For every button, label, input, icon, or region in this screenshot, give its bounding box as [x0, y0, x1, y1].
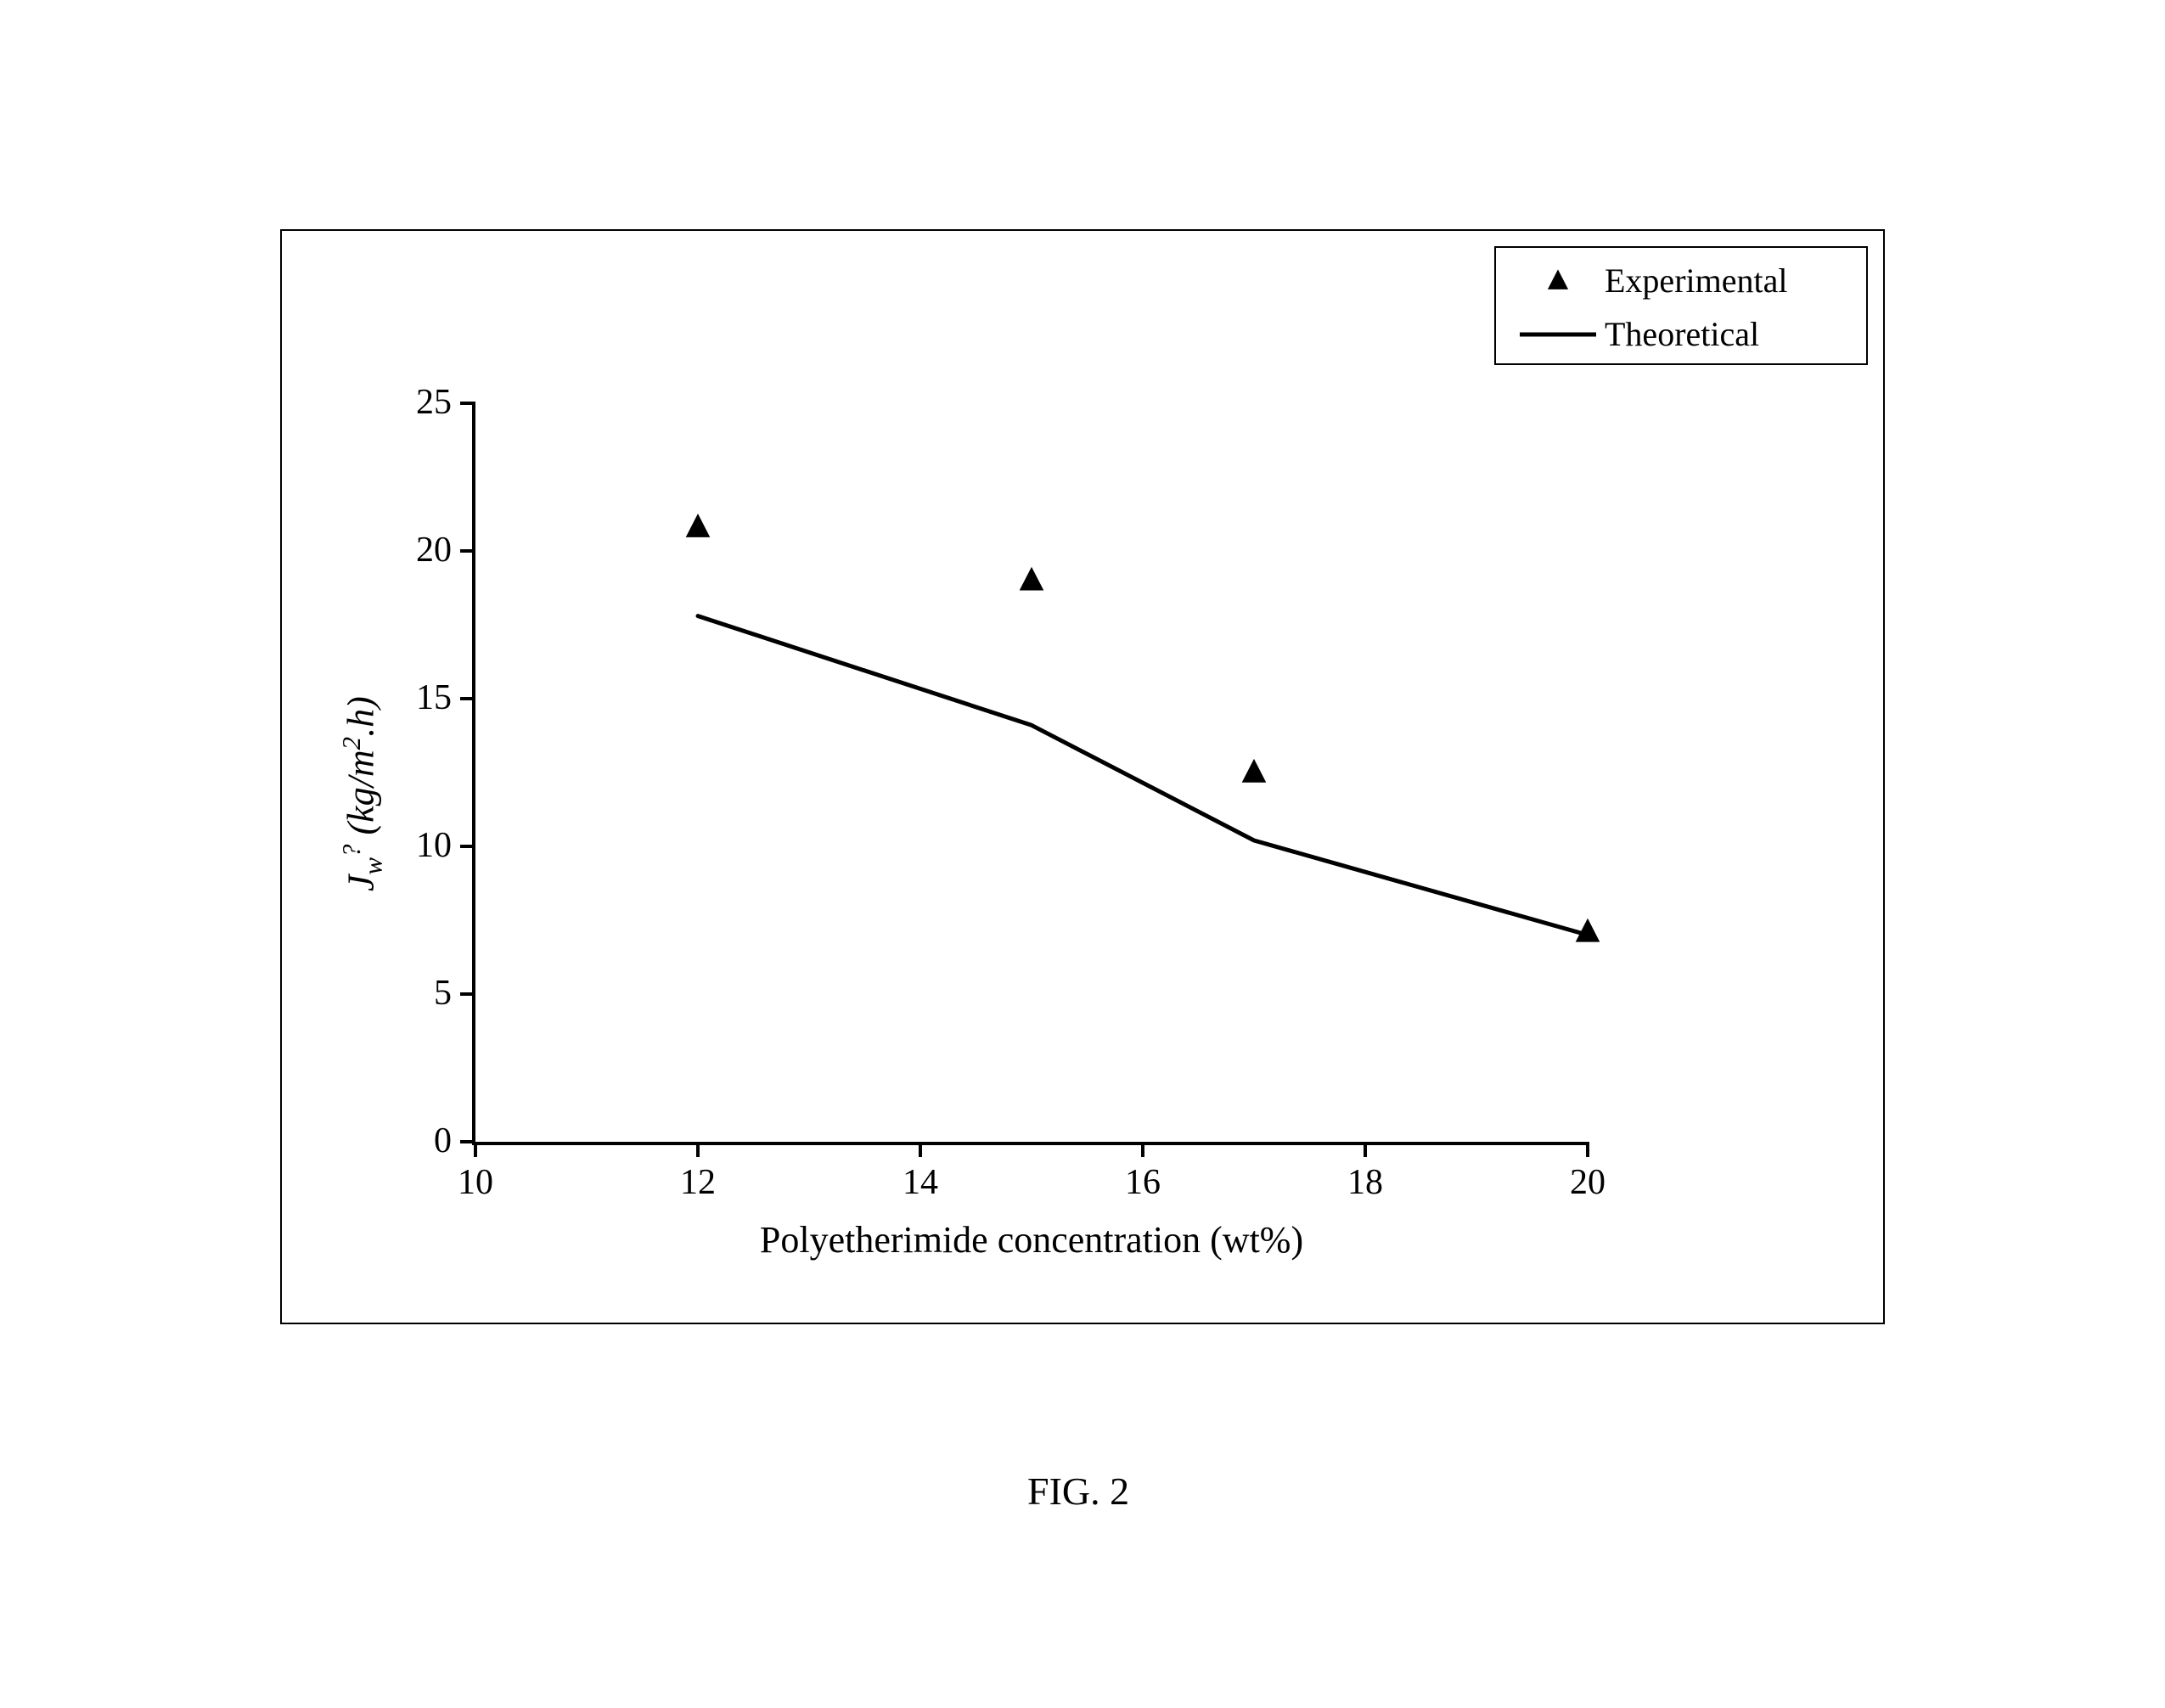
experimental-point: [686, 514, 711, 537]
experimental-point: [1242, 759, 1267, 783]
experimental-point: [1576, 919, 1600, 942]
x-axis-title: Polyetherimide concentration (wt%): [709, 1218, 1354, 1261]
experimental-point: [1020, 567, 1044, 591]
y-axis-title: Jw? (kg/m2.h): [337, 696, 388, 891]
theoretical-line: [698, 616, 1588, 935]
figure-caption: FIG. 2: [1027, 1469, 1129, 1514]
plot-svg: [0, 0, 2165, 1708]
page-root: Experimental Theoretical 101214161820051…: [0, 0, 2165, 1708]
